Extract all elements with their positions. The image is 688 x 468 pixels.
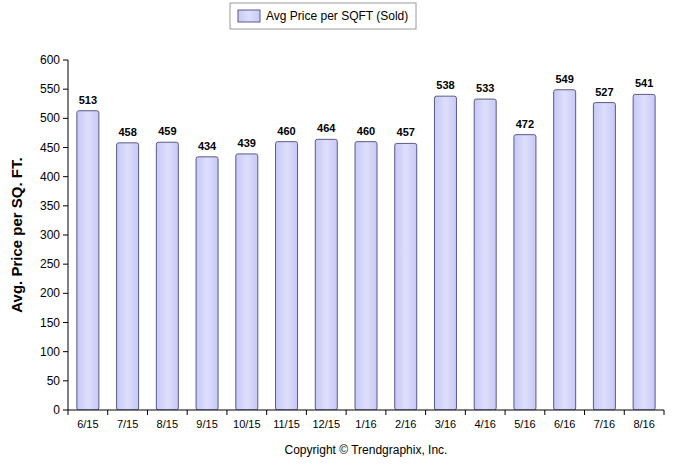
bar	[593, 103, 615, 410]
data-label: 538	[436, 79, 454, 91]
x-tick-label: 6/16	[554, 418, 575, 430]
data-label: 458	[118, 126, 136, 138]
y-axis-label: Avg. Price per SQ. FT.	[8, 157, 25, 312]
y-tick-label: 500	[40, 111, 60, 125]
x-tick-label: 4/16	[474, 418, 495, 430]
bar	[77, 111, 99, 410]
x-tick-label: 5/16	[514, 418, 535, 430]
data-label: 513	[79, 94, 97, 106]
y-axis	[68, 60, 69, 410]
y-tick-label: 200	[40, 286, 60, 300]
x-tick-label: 7/15	[117, 418, 138, 430]
bar	[196, 157, 218, 410]
data-label: 472	[516, 118, 534, 130]
y-tick	[63, 322, 68, 323]
x-tick-divider	[425, 410, 426, 415]
x-tick-label: 6/15	[77, 418, 98, 430]
y-tick-label: 600	[40, 53, 60, 67]
x-tick-divider	[624, 410, 625, 415]
bar	[276, 142, 298, 410]
x-tick-divider	[346, 410, 347, 415]
data-label: 439	[238, 137, 256, 149]
bar	[117, 143, 139, 410]
legend: Avg Price per SQFT (Sold)	[230, 3, 416, 29]
legend-label: Avg Price per SQFT (Sold)	[266, 9, 408, 23]
x-tick-divider	[226, 410, 227, 415]
x-tick-label: 8/15	[157, 418, 178, 430]
y-tick	[63, 351, 68, 352]
bar	[315, 139, 337, 410]
data-label: 459	[158, 125, 176, 137]
y-tick	[63, 410, 68, 411]
y-tick	[63, 147, 68, 148]
x-tick-divider	[68, 410, 69, 415]
data-label: 541	[635, 77, 653, 89]
y-tick-label: 400	[40, 170, 60, 184]
y-tick-label: 250	[40, 257, 60, 271]
y-tick-label: 50	[47, 374, 61, 388]
y-tick	[63, 60, 68, 61]
y-tick	[63, 205, 68, 206]
y-tick-label: 550	[40, 82, 60, 96]
y-tick	[63, 118, 68, 119]
x-tick-divider	[664, 410, 665, 415]
source: Copyright © Trendgraphix, Inc.	[285, 443, 448, 457]
y-tick	[63, 293, 68, 294]
y-tick-label: 100	[40, 345, 60, 359]
chart: 0 50 100 150 200 250 300 350 400 450 500 550 600 Avg.…	[0, 0, 688, 468]
y-tick-label: 350	[40, 199, 60, 213]
bar	[514, 135, 536, 410]
y-tick-label: 150	[40, 316, 60, 330]
x-tick-divider	[266, 410, 267, 415]
bar	[434, 96, 456, 410]
x-tick-label: 1/16	[355, 418, 376, 430]
bar	[554, 90, 576, 410]
x-tick-label: 9/15	[196, 418, 217, 430]
data-label: 434	[198, 140, 217, 152]
y-tick	[63, 235, 68, 236]
y-tick-label: 0	[53, 403, 60, 417]
x-tick-divider	[187, 410, 188, 415]
x-axis	[68, 410, 664, 411]
x-tick-label: 3/16	[435, 418, 456, 430]
bar	[355, 142, 377, 410]
y-tick	[63, 89, 68, 90]
bar	[395, 143, 417, 410]
bars	[77, 90, 655, 410]
y-tick-label: 300	[40, 228, 60, 242]
y-tick	[63, 380, 68, 381]
x-tick-divider	[385, 410, 386, 415]
x-tick-label: 2/16	[395, 418, 416, 430]
x-tick-divider	[147, 410, 148, 415]
x-tick-divider	[306, 410, 307, 415]
y-tick	[63, 264, 68, 265]
x-tick-label: 8/16	[633, 418, 654, 430]
data-label: 533	[476, 82, 494, 94]
legend-box	[230, 3, 416, 29]
y-tick	[63, 176, 68, 177]
y-tick-label: 450	[40, 141, 60, 155]
x-tick-divider	[107, 410, 108, 415]
x-tick-label: 10/15	[233, 418, 261, 430]
bar	[474, 99, 496, 410]
x-tick-divider	[544, 410, 545, 415]
data-label: 549	[555, 73, 573, 85]
x-tick-divider	[505, 410, 506, 415]
x-tick-divider	[584, 410, 585, 415]
x-tick-divider	[465, 410, 466, 415]
data-label: 527	[595, 86, 613, 98]
x-tick-label: 12/15	[313, 418, 341, 430]
bar	[633, 94, 655, 410]
legend-swatch	[238, 10, 260, 22]
data-label: 457	[397, 126, 415, 138]
data-label: 460	[277, 125, 295, 137]
bar	[156, 142, 178, 410]
x-tick-label: 11/15	[273, 418, 300, 430]
x-tick-label: 7/16	[594, 418, 615, 430]
data-label: 460	[357, 125, 375, 137]
bar	[236, 154, 258, 410]
data-label: 464	[317, 122, 336, 134]
